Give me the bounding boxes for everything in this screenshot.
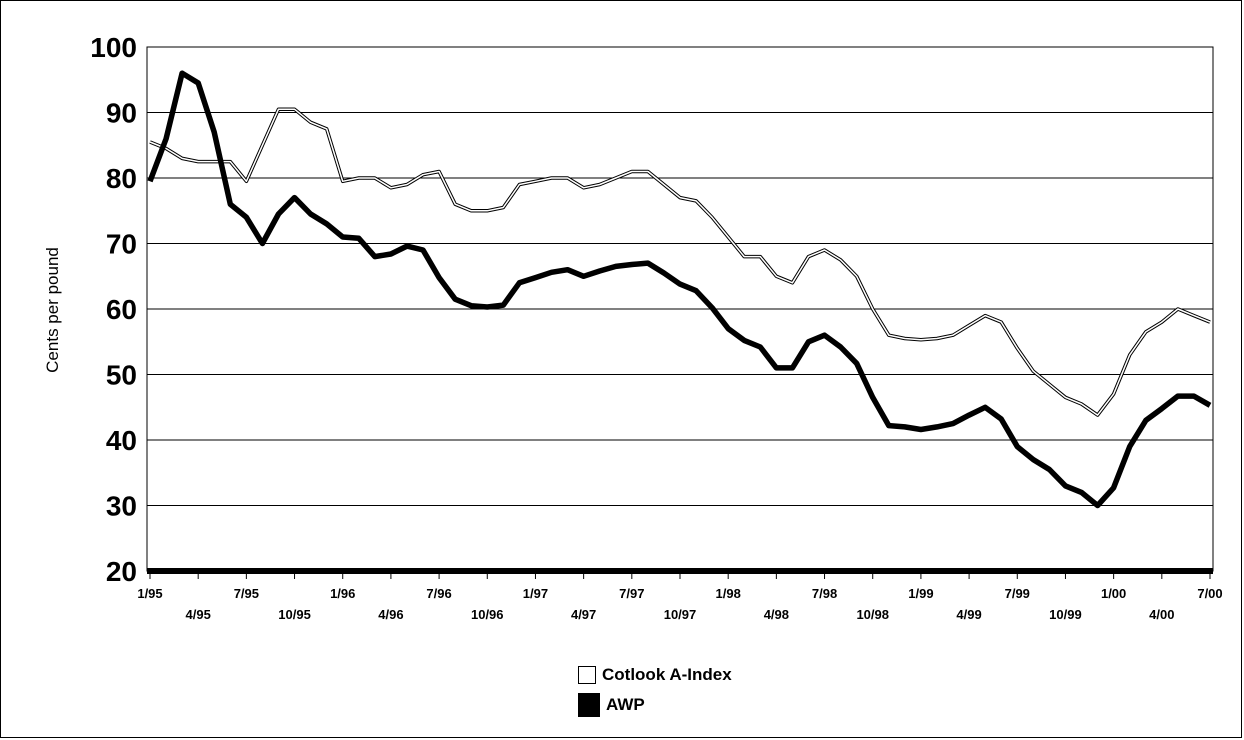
- series-line-cotlook: [149, 108, 1211, 416]
- y-tick-label: 60: [106, 294, 137, 325]
- x-tick-label: 4/99: [956, 607, 981, 622]
- series-lines: [147, 70, 1212, 509]
- legend-swatch-cotlook: [578, 666, 596, 684]
- x-tick-label: 7/95: [234, 586, 259, 601]
- y-axis-label: Cents per pound: [43, 247, 62, 373]
- x-tick-label: 4/95: [186, 607, 211, 622]
- legend: Cotlook A-Index AWP: [578, 660, 732, 720]
- y-tick-label: 90: [106, 98, 137, 129]
- gridlines: [146, 46, 1214, 574]
- x-axis-line: [147, 568, 1213, 574]
- series-line-awp: [147, 70, 1212, 509]
- x-tick-label: 4/00: [1149, 607, 1174, 622]
- y-tick-label: 100: [90, 32, 137, 63]
- y-tick-label: 50: [106, 360, 137, 391]
- x-tick-label: 7/96: [426, 586, 451, 601]
- y-axis-ticks: 20 30 40 50 60 70 80 90 100: [90, 32, 137, 587]
- x-tick-label: 1/95: [137, 586, 162, 601]
- y-tick-label: 30: [106, 491, 137, 522]
- x-tick-label: 7/98: [812, 586, 837, 601]
- x-axis-ticks: 1/95 4/95 7/95 10/95 1/96 4/96 7/96 10/96 1/97 4/…: [137, 574, 1223, 622]
- y-tick-label: 70: [106, 229, 137, 260]
- y-tick-label: 20: [106, 556, 137, 587]
- x-tick-label: 1/99: [908, 586, 933, 601]
- x-tick-label: 1/98: [716, 586, 741, 601]
- y-tick-label: 80: [106, 163, 137, 194]
- x-tick-label: 10/97: [664, 607, 697, 622]
- x-tick-label: 4/98: [764, 607, 789, 622]
- legend-item-awp: AWP: [578, 690, 732, 720]
- x-tick-label: 1/00: [1101, 586, 1126, 601]
- legend-item-cotlook: Cotlook A-Index: [578, 660, 732, 690]
- x-tick-label: 4/96: [378, 607, 403, 622]
- x-tick-label: 7/97: [619, 586, 644, 601]
- legend-label-awp: AWP: [606, 695, 645, 714]
- y-tick-label: 40: [106, 425, 137, 456]
- x-tick-label: 10/98: [856, 607, 889, 622]
- x-tick-label: 7/00: [1197, 586, 1222, 601]
- series-line-cotlook-outline: [149, 107, 1211, 417]
- legend-label-cotlook: Cotlook A-Index: [602, 665, 732, 684]
- legend-swatch-awp: [578, 693, 600, 717]
- x-tick-label: 10/96: [471, 607, 504, 622]
- x-tick-label: 10/99: [1049, 607, 1082, 622]
- x-tick-label: 1/96: [330, 586, 355, 601]
- x-tick-label: 10/95: [278, 607, 311, 622]
- x-tick-label: 4/97: [571, 607, 596, 622]
- x-tick-label: 1/97: [523, 586, 548, 601]
- x-tick-label: 7/99: [1005, 586, 1030, 601]
